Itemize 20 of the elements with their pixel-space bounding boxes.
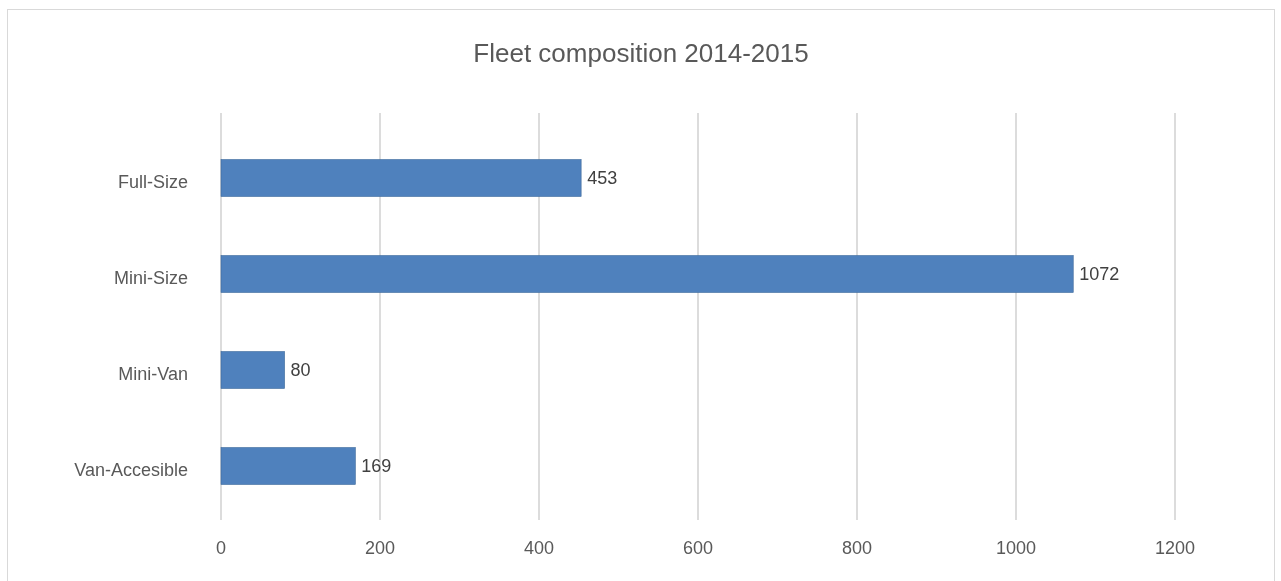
data-label: 169 xyxy=(361,456,392,477)
x-tick-label: 600 xyxy=(682,538,714,559)
x-tick-label: 1000 xyxy=(995,538,1037,559)
bar xyxy=(220,255,1074,293)
x-tick-label: 1200 xyxy=(1154,538,1196,559)
y-tick-label: Van-Accesible xyxy=(74,460,188,481)
y-tick-label: Full-Size xyxy=(117,172,188,193)
x-tick-label: 200 xyxy=(364,538,396,559)
x-tick-label: 0 xyxy=(215,538,227,559)
chart-title: Fleet composition 2014-2015 xyxy=(473,38,809,68)
bar xyxy=(220,351,285,389)
data-label: 453 xyxy=(587,168,618,189)
x-tick-label: 400 xyxy=(523,538,555,559)
data-label: 80 xyxy=(290,360,311,381)
y-tick-label: Mini-Van xyxy=(118,364,188,385)
data-label: 1072 xyxy=(1079,264,1120,285)
y-tick-label: Mini-Size xyxy=(113,268,188,289)
bar xyxy=(220,159,582,197)
bar xyxy=(220,447,356,485)
x-tick-label: 800 xyxy=(841,538,873,559)
